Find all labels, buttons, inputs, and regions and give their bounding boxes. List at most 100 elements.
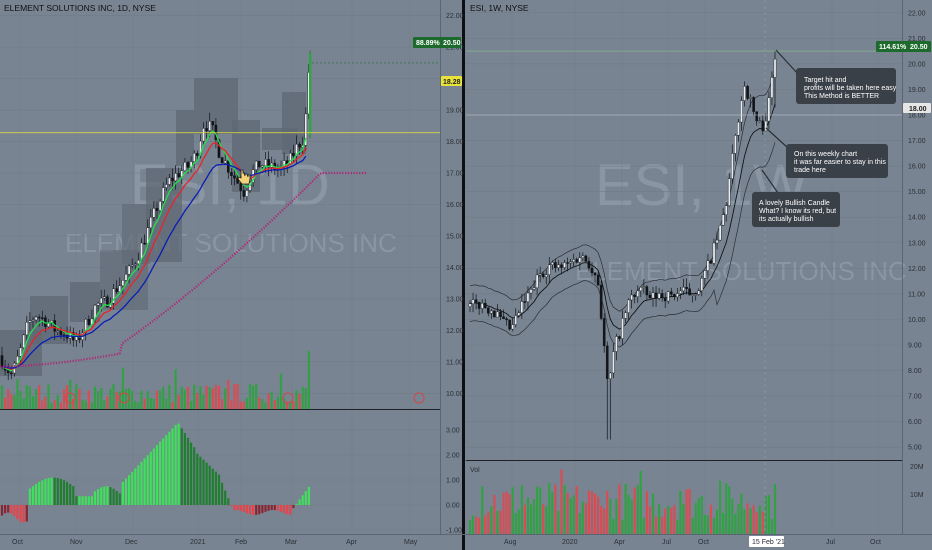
left-candle-body bbox=[186, 162, 190, 168]
right-volume-bar bbox=[532, 499, 536, 534]
right-candle-body bbox=[673, 294, 676, 298]
left-volume-bar bbox=[44, 396, 47, 409]
left-candle-body bbox=[9, 372, 13, 375]
right-price-tick: 15.00 bbox=[908, 189, 926, 196]
right-candle-body bbox=[490, 310, 493, 314]
left-purple-ma-line bbox=[0, 171, 367, 368]
left-osc-bar bbox=[252, 505, 255, 515]
right-candle-body bbox=[618, 336, 621, 339]
left-moving-averages bbox=[0, 130, 367, 372]
right-last-price-tag: 114.61% 20.50 bbox=[876, 41, 931, 52]
left-volume-bar bbox=[255, 383, 258, 409]
right-volume-axis[interactable]: 20M 10M bbox=[910, 464, 924, 499]
right-price-tick: 11.00 bbox=[908, 291, 925, 298]
right-volume-bar bbox=[523, 504, 526, 534]
right-volume-bar bbox=[712, 518, 716, 534]
right-candle-body bbox=[737, 121, 740, 136]
note-weekly-chart[interactable]: On this weekly chart it was far easier to… bbox=[765, 127, 888, 178]
left-osc-bar bbox=[0, 505, 4, 516]
right-candle-body bbox=[740, 100, 743, 123]
right-candle-body bbox=[599, 284, 603, 319]
right-price-tick: 20.00 bbox=[908, 61, 926, 68]
right-candle-body bbox=[657, 293, 661, 299]
right-candle-body bbox=[575, 259, 579, 263]
left-osc-bar bbox=[289, 505, 292, 515]
left-oscillator-axis[interactable]: 3.00 2.00 1.00 0.00 -1.00 bbox=[446, 428, 462, 535]
left-volume-bar bbox=[19, 391, 22, 409]
right-volume-bar bbox=[731, 498, 734, 534]
left-blue-ma-line bbox=[1, 155, 307, 369]
right-candle-body bbox=[520, 301, 524, 314]
left-osc-tick: 3.00 bbox=[446, 428, 460, 435]
left-volume-bar bbox=[193, 384, 196, 409]
right-candle-body bbox=[554, 262, 557, 268]
right-volume-bar bbox=[471, 515, 475, 534]
left-osc-bar bbox=[217, 474, 221, 505]
right-volume-bar bbox=[606, 491, 609, 534]
left-candle-body bbox=[87, 319, 91, 325]
left-volume-bar bbox=[283, 398, 286, 409]
left-volume-bar bbox=[177, 394, 180, 409]
right-candle-body bbox=[532, 287, 536, 290]
left-time-tick: May bbox=[404, 539, 418, 546]
note-bullish-candle[interactable]: A lovely Bullish Candle What? I know its … bbox=[752, 169, 840, 227]
crosshair-date-value: 15 Feb '21 bbox=[752, 539, 785, 546]
right-candle-body bbox=[743, 86, 746, 101]
left-osc-bar bbox=[143, 458, 146, 505]
left-price-axis[interactable]: 22.0021.0020.0019.0018.0017.0016.0015.00… bbox=[446, 13, 464, 398]
right-price-change: 114.61% bbox=[879, 44, 907, 51]
left-osc-bar bbox=[28, 488, 31, 505]
right-volume-bar bbox=[670, 508, 673, 534]
left-osc-bar bbox=[307, 486, 310, 505]
right-volume-bar bbox=[697, 498, 700, 534]
left-volume-bar bbox=[248, 384, 252, 409]
left-candle-body bbox=[158, 201, 162, 211]
right-candle-body bbox=[764, 120, 768, 132]
left-osc-bar bbox=[208, 465, 211, 505]
left-candle-body bbox=[133, 263, 137, 266]
right-candle-body bbox=[480, 302, 484, 309]
right-volume-bar bbox=[676, 519, 679, 534]
right-volume-bar bbox=[767, 495, 770, 534]
left-osc-bar bbox=[190, 442, 193, 505]
right-time-axis[interactable]: Aug 2020 Apr Jul Oct Jul Oct bbox=[504, 539, 881, 546]
right-volume-bar bbox=[709, 504, 713, 534]
right-time-tick: Aug bbox=[504, 539, 517, 546]
left-annotations bbox=[0, 62, 440, 404]
left-osc-bar bbox=[261, 505, 264, 514]
right-volume-bar bbox=[645, 491, 648, 534]
left-osc-bar bbox=[267, 505, 270, 511]
left-event-marker bbox=[413, 392, 425, 404]
left-osc-bar bbox=[62, 480, 66, 505]
left-time-tick: Apr bbox=[346, 539, 358, 546]
left-volume-bar bbox=[25, 385, 28, 409]
right-price-axis[interactable]: 22.00 21.00 20.00 19.00 18.00 17.00 16.00 15.00… bbox=[908, 10, 926, 451]
left-volume-bar bbox=[87, 390, 90, 409]
left-osc-bar bbox=[168, 431, 171, 505]
right-volume-bar bbox=[618, 484, 621, 534]
right-volume-bar bbox=[658, 504, 661, 534]
right-volume-bar bbox=[511, 487, 514, 534]
layout-divider[interactable] bbox=[462, 0, 465, 550]
left-volume-bar bbox=[214, 384, 217, 409]
left-time-tick: Dec bbox=[125, 539, 138, 546]
left-candle-body bbox=[208, 121, 212, 131]
left-volume-bar bbox=[230, 400, 233, 409]
left-volume-bar bbox=[221, 399, 224, 409]
left-osc-bar bbox=[41, 480, 44, 505]
left-volume-bar bbox=[97, 391, 100, 409]
left-volume-bar bbox=[50, 402, 53, 409]
left-osc-tick: 0.00 bbox=[446, 503, 460, 510]
left-price-tick: 10.00 bbox=[446, 391, 464, 398]
note-target-hit[interactable]: Target hit and profits will be taken here… bbox=[775, 49, 897, 104]
left-volume-bar bbox=[239, 401, 242, 409]
left-osc-bar bbox=[301, 495, 304, 505]
right-candle-body bbox=[721, 214, 725, 226]
left-candle-body bbox=[164, 184, 168, 188]
left-time-axis[interactable]: Oct Nov Dec 2021 Feb Mar Apr May bbox=[12, 539, 418, 546]
right-candle-body bbox=[773, 58, 777, 78]
right-volume-bar bbox=[557, 510, 560, 534]
left-osc-bar bbox=[214, 471, 217, 505]
